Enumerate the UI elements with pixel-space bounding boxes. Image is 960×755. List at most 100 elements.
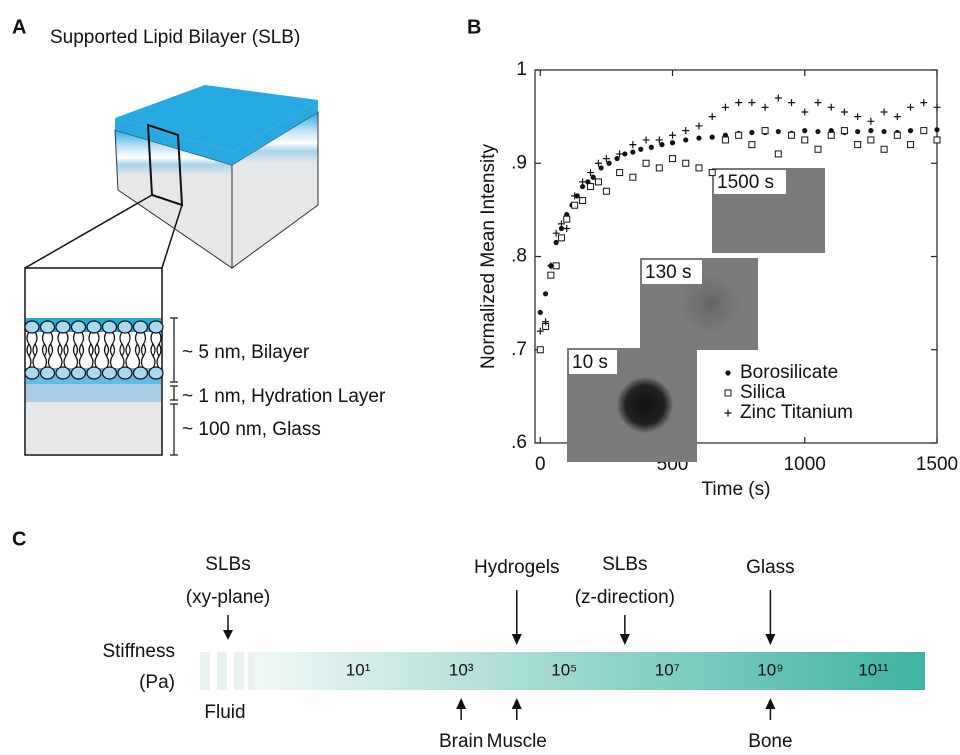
data-point [867,117,875,125]
stiffness-bar [255,652,925,690]
lipid-head [55,366,71,380]
data-point [579,197,587,205]
axis-label: Stiffness [102,641,175,662]
axis-label: (Pa) [139,672,175,693]
data-point [907,141,915,149]
data-point [761,103,769,111]
data-point [648,144,654,150]
data-point [748,99,756,107]
bilayer-zoom [24,267,164,456]
data-point [547,271,555,279]
data-point [907,103,915,111]
data-point [774,150,782,158]
x-tick-label: 0 [535,454,546,475]
arrow-head [619,634,630,645]
data-point [630,149,636,155]
x-tick-label: 10¹ [346,660,371,679]
data-point [682,127,690,135]
lipid-head [101,366,118,380]
data-point [920,99,928,107]
panel-label: C [12,528,26,550]
lipid-head [39,320,56,334]
layer-label: ~ 1 nm, Hydration Layer [182,386,386,407]
data-point [880,108,888,116]
lipid-tail [57,343,69,369]
arrow [765,590,776,645]
layer-label: ~ 5 nm, Bilayer [182,342,310,363]
data-point [594,159,602,167]
data-point [695,164,703,172]
inset-label-bg [642,260,702,284]
data-point [721,103,729,111]
data-point [602,155,610,163]
data-point [536,346,544,354]
legend-label: Silica [740,382,786,403]
x-tick-label: 10⁹ [757,660,783,679]
panel-label: A [12,16,26,38]
fluid-region [200,652,255,690]
annotation-label: Bone [748,731,792,752]
fluid-label: Fluid [204,702,245,723]
annotation-label: SLBs [205,554,250,575]
data-point [669,155,677,163]
lipid-head [132,366,149,380]
lipid-head [132,320,149,334]
data-point [801,136,809,144]
inset-spot [617,377,673,433]
data-point [933,136,941,144]
annotation-label: SLBs [602,554,647,575]
data-point [708,169,716,177]
lipid-tail [150,343,162,369]
data-point [761,127,769,135]
lipid-head [148,320,164,334]
data-point [814,99,822,107]
annotation-label: Hydrogels [474,557,560,578]
annotation-label: (z-direction) [575,587,675,608]
x-tick-label: 10⁷ [655,660,680,679]
data-point [735,99,743,107]
data-point [606,160,612,166]
lipid-tail [119,343,131,369]
data-point [934,127,940,133]
arrow [223,615,233,640]
data-point [893,131,901,139]
annotation-label: Brain [439,731,483,752]
layer-label: ~ 100 nm, Glass [182,419,321,440]
data-point [563,225,571,233]
y-tick-label: .9 [511,152,527,173]
data-point [537,309,543,316]
x-tick-label: 10⁵ [551,660,577,679]
lipid-tail [26,343,38,369]
data-point [571,192,579,200]
arrow [619,615,630,645]
data-point [749,129,755,136]
data-point [682,159,690,167]
data-point [788,131,796,139]
data-point [827,103,835,111]
legend-marker [725,370,731,376]
lipid-tail [88,343,100,369]
arrow-head [511,634,522,645]
y-tick-label: .6 [511,432,527,453]
data-point [659,142,665,148]
data-point [553,239,559,246]
x-tick-label: 1000 [784,454,826,475]
y-axis-label: Normalized Mean Intensity [478,144,499,369]
arrow-head [456,698,467,709]
annotation-label: (xy-plane) [186,587,270,608]
data-point [563,215,571,223]
y-tick-label: 1 [516,59,527,80]
arrow [511,590,522,645]
data-point [642,159,650,167]
data-point [867,136,875,144]
data-point [547,262,555,270]
data-point [557,234,565,242]
data-point [907,128,914,134]
lipid-head [24,366,40,380]
data-point [536,327,544,335]
inset-label: 10 s [572,352,608,373]
data-point [587,169,595,177]
data-point [616,150,624,158]
